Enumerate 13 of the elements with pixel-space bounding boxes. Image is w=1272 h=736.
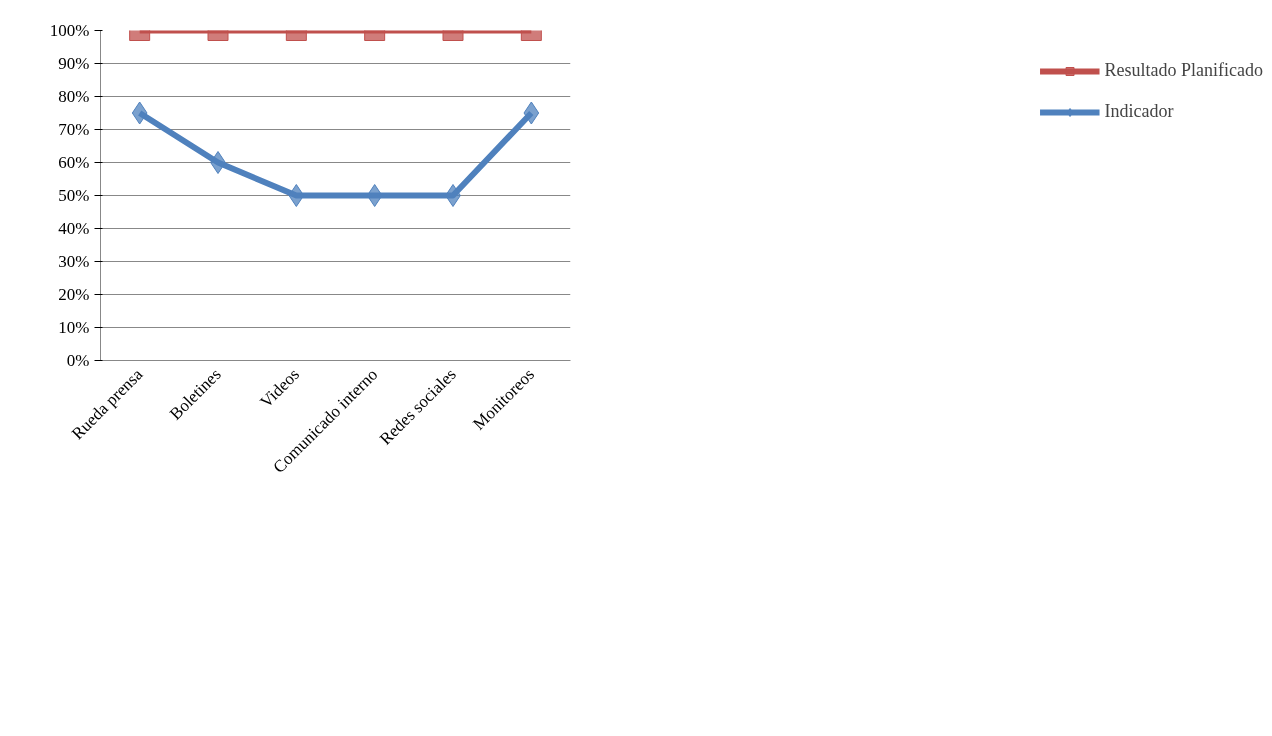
y-tick-label: 50% [58, 186, 90, 205]
y-tick-label: 30% [58, 252, 90, 271]
y-tick-label: 90% [58, 54, 90, 73]
y-tick-label: 40% [58, 219, 90, 238]
y-tick-label: 0% [66, 351, 90, 370]
legend-label: Indicador [1104, 101, 1174, 122]
y-tick-label: 100% [49, 21, 90, 40]
legend-label: Resultado Planificado [1104, 60, 1263, 81]
y-tick-label: 20% [58, 285, 90, 304]
y-tick-label: 70% [58, 120, 90, 139]
y-tick-label: 10% [58, 318, 90, 337]
y-tick-label: 60% [58, 153, 90, 172]
y-tick-label: 80% [58, 87, 90, 106]
